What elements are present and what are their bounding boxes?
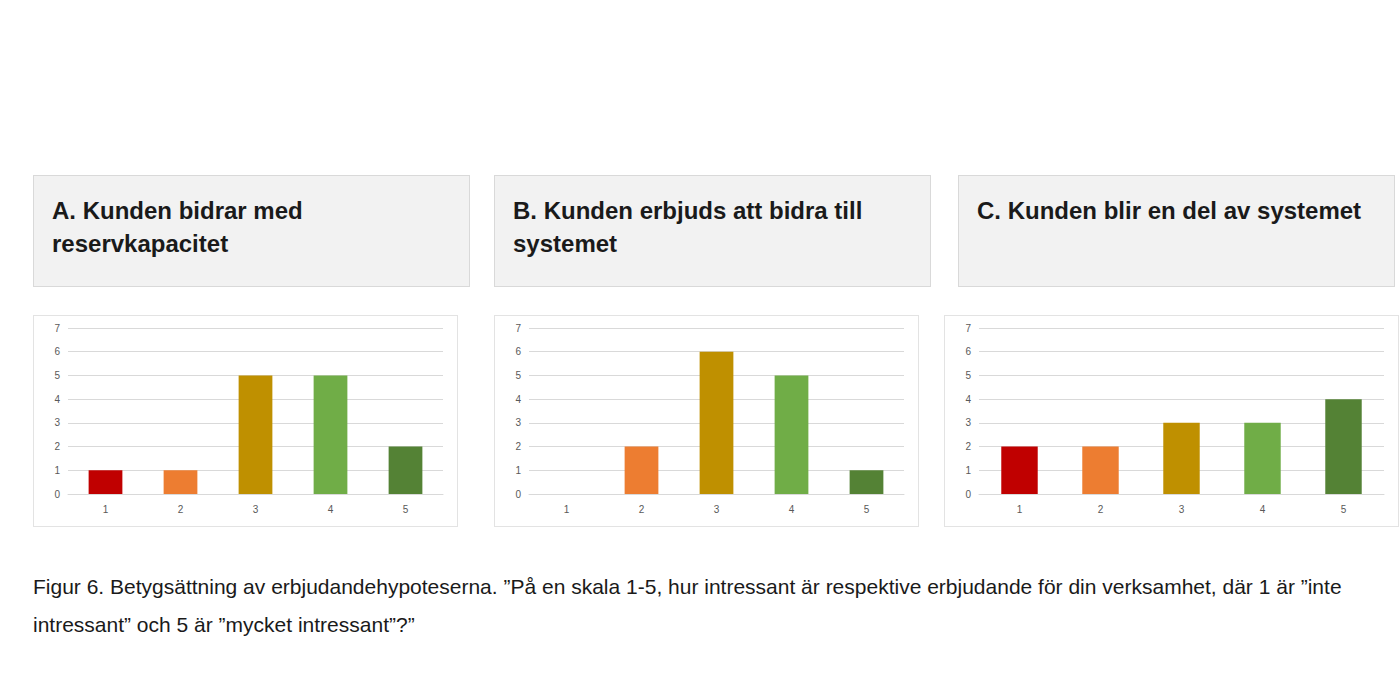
svg-text:3: 3	[965, 417, 971, 428]
svg-text:2: 2	[178, 504, 184, 515]
svg-text:2: 2	[639, 504, 645, 515]
svg-text:3: 3	[515, 417, 521, 428]
svg-text:5: 5	[864, 504, 870, 515]
svg-text:5: 5	[1341, 504, 1347, 515]
html-text:Figur 6. Betygsättning av erbj: Figur 6. Betygsättning av erbjudandehypo…	[33, 575, 1342, 636]
svg-text:1: 1	[515, 465, 521, 476]
svg-text:4: 4	[54, 394, 60, 405]
svg-text:7: 7	[54, 323, 60, 334]
svg-text:4: 4	[1260, 504, 1266, 515]
svg-text:1: 1	[54, 465, 60, 476]
html-text:A. Kunden bidrar med reservkap: A. Kunden bidrar med reservkapacitet	[52, 197, 303, 257]
svg-text:3: 3	[1179, 504, 1185, 515]
svg-text:4: 4	[789, 504, 795, 515]
svg-text:7: 7	[965, 323, 971, 334]
svg-text:6: 6	[515, 346, 521, 357]
svg-text:5: 5	[965, 370, 971, 381]
svg-text:5: 5	[54, 370, 60, 381]
svg-text:1: 1	[965, 465, 971, 476]
svg-text:5: 5	[403, 504, 409, 515]
html-text:B. Kunden erbjuds att bidra ti: B. Kunden erbjuds att bidra till systeme…	[513, 197, 863, 257]
svg-text:1: 1	[1017, 504, 1023, 515]
svg-text:0: 0	[515, 489, 521, 500]
svg-text:3: 3	[714, 504, 720, 515]
svg-text:3: 3	[253, 504, 259, 515]
svg-text:0: 0	[965, 489, 971, 500]
svg-text:7: 7	[515, 323, 521, 334]
svg-text:6: 6	[965, 346, 971, 357]
svg-text:2: 2	[515, 441, 521, 452]
svg-text:5: 5	[515, 370, 521, 381]
html-text:C. Kunden blir en del av syste: C. Kunden blir en del av systemet	[977, 197, 1362, 224]
svg-text:2: 2	[965, 441, 971, 452]
svg-text:4: 4	[965, 394, 971, 405]
svg-text:2: 2	[1098, 504, 1104, 515]
svg-text:1: 1	[103, 504, 109, 515]
svg-text:0: 0	[54, 489, 60, 500]
svg-text:6: 6	[54, 346, 60, 357]
svg-text:4: 4	[515, 394, 521, 405]
svg-text:3: 3	[54, 417, 60, 428]
svg-text:1: 1	[564, 504, 570, 515]
svg-text:2: 2	[54, 441, 60, 452]
svg-text:4: 4	[328, 504, 334, 515]
